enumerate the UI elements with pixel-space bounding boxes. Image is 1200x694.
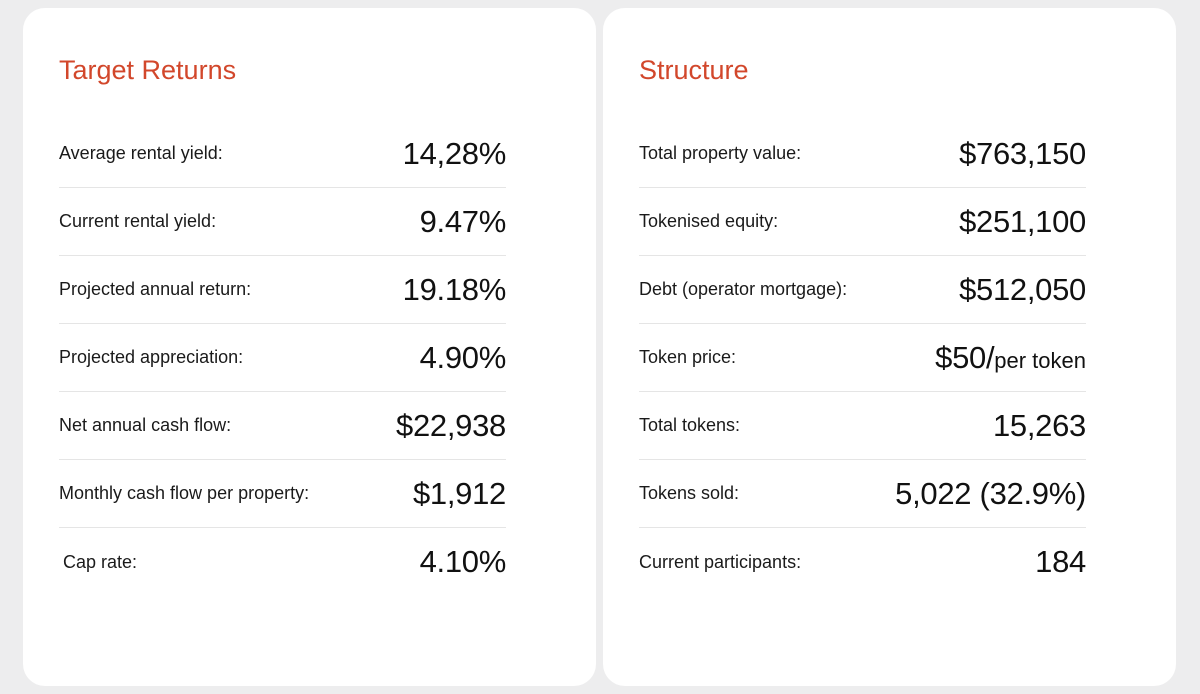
tokens-sold-row: Tokens sold: 5,022 (32.9%) [639, 460, 1086, 528]
structure-title: Structure [639, 55, 749, 85]
row-label: Token price: [639, 347, 737, 367]
row-value: 14,28% [402, 135, 507, 171]
monthly-cash-flow-row: Monthly cash flow per property: $1,912 [59, 460, 506, 528]
row-label: Total property value: [639, 143, 802, 163]
row-label: Tokenised equity: [639, 211, 779, 231]
tokenised-equity-row: Tokenised equity: $251,100 [639, 188, 1086, 256]
average-rental-yield-row: Average rental yield: 14,28% [59, 120, 506, 188]
row-value: 4.10% [419, 544, 507, 579]
target-returns-card: Target Returns Average rental yield: 14,… [23, 8, 596, 686]
row-label: Total tokens: [639, 415, 741, 435]
current-participants-row: Current participants: 184 [639, 528, 1086, 596]
row-value: 184 [1035, 544, 1086, 579]
token-price-row: Token price: $50/per token [639, 324, 1086, 392]
token-price-value: $50/per token [935, 340, 1086, 376]
row-label: Projected appreciation: [59, 347, 244, 367]
target-returns-list: Average rental yield: 14,28% Current ren… [59, 120, 506, 596]
net-annual-cash-flow-row: Net annual cash flow: $22,938 [59, 392, 506, 460]
row-label: Net annual cash flow: [59, 415, 232, 435]
row-value: 9.47% [419, 203, 507, 239]
target-returns-title: Target Returns [59, 55, 237, 85]
row-label: Average rental yield: [59, 143, 223, 163]
row-value: $763,150 [959, 135, 1086, 171]
row-label: Current participants: [639, 551, 802, 572]
current-rental-yield-row: Current rental yield: 9.47% [59, 188, 506, 256]
token-price-amount: $50/ [935, 339, 995, 375]
row-value: 19.18% [402, 271, 507, 307]
row-value: 5,022 (32.9%) [895, 475, 1086, 511]
row-label: Projected annual return: [59, 279, 252, 299]
row-label: Current rental yield: [59, 211, 217, 231]
row-value: $22,938 [396, 407, 506, 443]
projected-appreciation-row: Projected appreciation: 4.90% [59, 324, 506, 392]
cap-rate-row: Cap rate: 4.10% [59, 528, 506, 596]
total-property-value-row: Total property value: $763,150 [639, 120, 1086, 188]
row-label: Monthly cash flow per property: [59, 483, 310, 503]
projected-annual-return-row: Projected annual return: 19.18% [59, 256, 506, 324]
row-value: $512,050 [959, 271, 1086, 307]
structure-card: Structure Total property value: $763,150… [603, 8, 1176, 686]
structure-list: Total property value: $763,150 Tokenised… [639, 120, 1086, 596]
debt-row: Debt (operator mortgage): $512,050 [639, 256, 1086, 324]
row-label: Cap rate: [63, 551, 138, 572]
token-price-unit: per token [994, 347, 1086, 373]
row-value: 15,263 [992, 407, 1086, 443]
row-value: $251,100 [959, 203, 1086, 239]
row-value: $1,912 [412, 475, 506, 511]
row-label: Debt (operator mortgage): [639, 279, 848, 299]
total-tokens-row: Total tokens: 15,263 [639, 392, 1086, 460]
row-label: Tokens sold: [639, 483, 740, 503]
row-value: 4.90% [419, 339, 507, 375]
